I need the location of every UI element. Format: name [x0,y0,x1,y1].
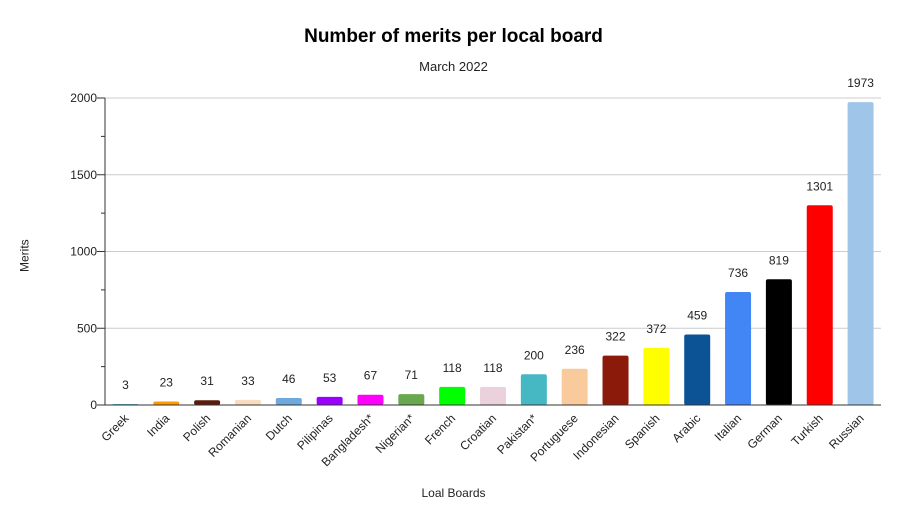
bar [480,386,506,405]
data-label: 322 [606,330,626,344]
data-label: 33 [241,374,255,388]
bar [153,401,180,405]
bar [520,374,547,405]
x-tick-label: Pilipinas [294,411,336,453]
x-tick-label: Dutch [263,411,295,443]
data-label: 118 [483,361,502,375]
y-axis-label: Merits [17,239,32,272]
data-label: 1301 [806,179,833,193]
x-tick-label: French [422,411,458,447]
bar [725,292,752,405]
data-label: 67 [364,369,378,383]
x-tick-label: Greek [99,411,133,445]
bar [684,334,711,405]
data-label: 53 [323,371,337,385]
x-tick-label: Arabic [669,411,703,445]
bar [234,399,261,405]
x-axis-label: Loal Boards [421,486,486,500]
chart-subtitle: March 2022 [419,59,488,74]
data-label: 31 [200,374,214,388]
bar [439,386,466,405]
data-label: 236 [565,343,585,357]
x-tick-label: Nigerian* [373,411,418,456]
y-tick-label: 0 [90,398,97,412]
y-tick-label: 2000 [70,91,97,105]
data-label: 23 [160,375,174,389]
bar [357,394,384,405]
data-label: 3 [122,378,129,392]
bar [398,394,425,405]
x-tick-label: Polish [180,411,213,444]
bar [765,279,792,405]
bar [847,102,874,405]
y-tick-label: 1000 [70,245,97,259]
bar [275,397,302,405]
chart-title: Number of merits per local board [304,26,603,47]
bar [194,400,221,405]
x-tick-label: Croatian [457,411,499,453]
x-tick-label: Italian [712,411,745,444]
x-tick-label: Romanian [205,411,254,460]
data-label: 736 [728,266,748,280]
x-tick-label: Russian [826,411,867,452]
data-label: 46 [282,372,296,386]
bar [643,347,670,405]
bar [316,396,343,405]
bar [561,368,588,405]
data-label: 459 [687,309,707,323]
x-tick-label: Turkish [788,411,825,448]
x-tick-label: Spanish [622,411,663,452]
bar [806,205,833,405]
y-tick-label: 1500 [70,168,97,182]
data-label: 819 [769,253,789,267]
data-label: 1973 [847,76,874,90]
x-tick-label: German [744,411,785,452]
x-tick-label: India [144,411,173,440]
bar [602,355,629,405]
data-label: 200 [524,348,544,362]
data-label: 118 [443,361,462,375]
data-label: 372 [646,322,666,336]
y-tick-label: 500 [77,321,97,335]
data-label: 71 [405,368,419,382]
